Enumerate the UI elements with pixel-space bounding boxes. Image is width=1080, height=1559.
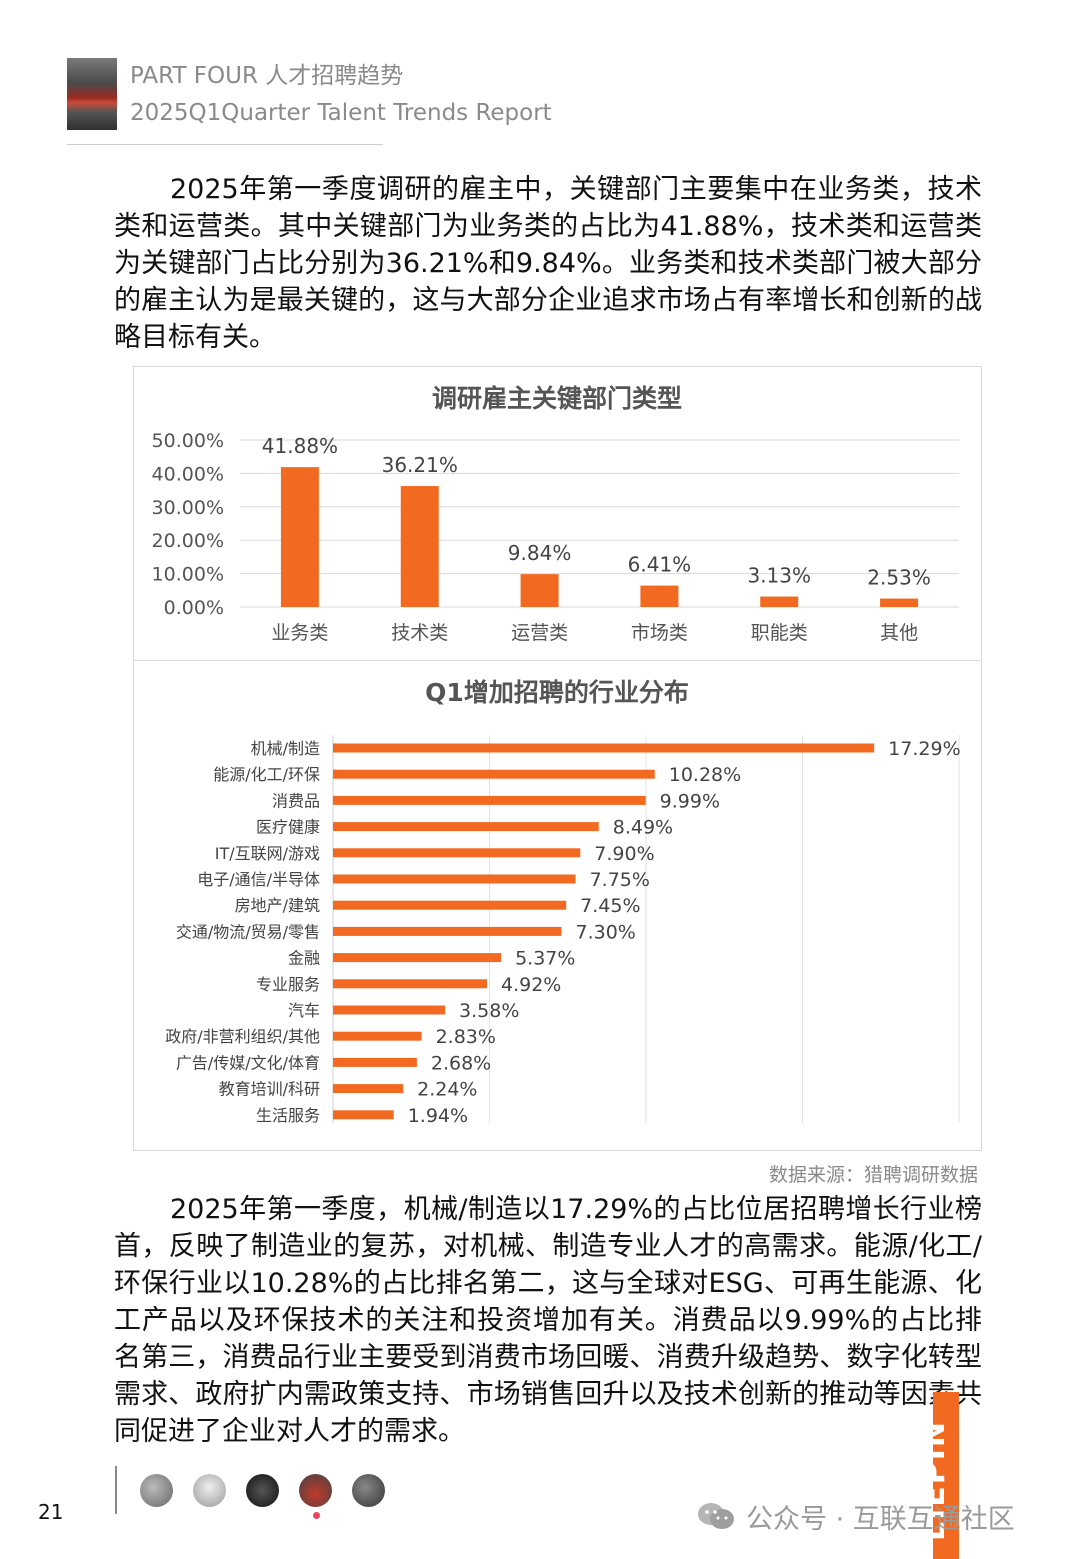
bar	[333, 1057, 417, 1067]
y-tick-label: 10.00%	[152, 564, 224, 586]
bar	[333, 1005, 446, 1015]
bar	[333, 743, 875, 753]
y-tick-label: IT/互联网/游戏	[215, 844, 320, 863]
bar	[333, 926, 562, 936]
y-tick-label: 50.00%	[152, 430, 224, 452]
y-tick-label: 医疗健康	[256, 818, 320, 837]
y-tick-label: 专业服务	[256, 975, 320, 994]
data-label: 4.92%	[501, 974, 561, 996]
y-tick-label: 20.00%	[152, 530, 224, 552]
report-title: 2025Q1Quarter Talent Trends Report	[130, 100, 552, 126]
chart-divider	[133, 660, 982, 661]
y-tick-label: 政府/非营利组织/其他	[165, 1027, 320, 1046]
bar	[760, 596, 799, 607]
bar	[333, 979, 487, 989]
bar	[333, 848, 581, 858]
y-tick-label: 交通/物流/贸易/零售	[176, 922, 320, 941]
x-tick-label: 技术类	[391, 622, 448, 644]
data-label: 2.53%	[867, 566, 931, 590]
header-thumbnail-image	[67, 58, 117, 130]
data-label: 2.24%	[417, 1079, 477, 1101]
bar	[333, 874, 576, 884]
x-tick-label: 市场类	[631, 622, 688, 644]
x-tick-label: 职能类	[751, 622, 808, 644]
data-source-note: 数据来源：猎聘调研数据	[768, 1164, 978, 1186]
data-label: 2.83%	[436, 1026, 496, 1048]
data-label: 1.94%	[408, 1105, 468, 1127]
departments-bar-chart: 调研雇主关键部门类型 0.00% 10.00% 20.00% 30.00% 40.00% 5…	[152, 384, 959, 644]
watermark-text: 公众号 · 互联互通社区	[746, 1504, 1015, 1535]
data-label: 3.58%	[459, 1000, 519, 1022]
bar	[333, 953, 502, 963]
y-tick-label: 电子/通信/半导体	[197, 870, 320, 889]
analysis-paragraph: 2025年第一季度，机械/制造以17.29%的占比位居招聘增长行业榜首，反映了制…	[114, 1194, 982, 1447]
active-page-dot	[313, 1512, 320, 1519]
footer-photo-circle	[299, 1474, 332, 1507]
y-tick-label: 消费品	[272, 791, 320, 810]
bar	[333, 1031, 422, 1041]
header-divider	[67, 144, 383, 145]
bar	[880, 598, 919, 607]
y-tick-label: 40.00%	[152, 463, 224, 485]
x-tick-label: 业务类	[271, 622, 328, 644]
brand-bar	[933, 1392, 959, 1559]
footer-photo-circle	[246, 1474, 279, 1507]
bar	[640, 585, 679, 607]
data-label: 9.99%	[660, 790, 720, 812]
bar	[333, 795, 646, 805]
y-tick-label: 教育培训/科研	[219, 1080, 320, 1099]
y-tick-label: 30.00%	[152, 497, 224, 519]
wechat-icon	[698, 1503, 734, 1529]
x-tick-label: 运营类	[511, 622, 568, 644]
footer-photo-circle	[352, 1474, 385, 1507]
data-label: 7.75%	[590, 869, 650, 891]
page-number: 21	[38, 1500, 64, 1524]
bar	[333, 769, 655, 779]
data-label: 7.90%	[594, 843, 654, 865]
chart-title: 调研雇主关键部门类型	[432, 384, 682, 413]
data-label: 3.13%	[747, 564, 811, 588]
bar	[333, 1110, 394, 1120]
bar	[333, 900, 567, 910]
y-tick-label: 广告/传媒/文化/体育	[176, 1053, 320, 1072]
data-label: 7.45%	[580, 895, 640, 917]
intro-paragraph: 2025年第一季度调研的雇主中，关键部门主要集中在业务类，技术类和运营类。其中关…	[114, 174, 982, 353]
part-title: PART FOUR 人才招聘趋势	[130, 63, 404, 89]
data-label: 10.28%	[669, 764, 741, 786]
bar	[333, 1084, 404, 1094]
data-label: 9.84%	[508, 541, 572, 565]
bar	[333, 822, 599, 832]
data-label: 8.49%	[613, 817, 673, 839]
data-label: 2.68%	[431, 1052, 491, 1074]
footer-photo-circle	[193, 1474, 226, 1507]
chart-frame	[133, 366, 982, 1151]
y-tick-label: 0.00%	[164, 597, 224, 619]
chart-title: Q1增加招聘的行业分布	[425, 678, 689, 707]
footer-divider	[115, 1466, 117, 1514]
data-label: 41.88%	[262, 434, 338, 458]
y-tick-label: 机械/制造	[251, 739, 320, 758]
data-label: 6.41%	[628, 553, 692, 577]
bar	[280, 467, 319, 607]
data-label: 7.30%	[575, 921, 635, 943]
y-tick-label: 房地产/建筑	[235, 896, 320, 915]
footer-photo-circle	[140, 1474, 173, 1507]
y-tick-label: 能源/化工/环保	[213, 765, 320, 784]
data-label: 5.37%	[515, 948, 575, 970]
data-label: 17.29%	[888, 738, 960, 760]
y-tick-label: 生活服务	[256, 1106, 320, 1125]
bar	[400, 486, 439, 607]
data-label: 36.21%	[382, 453, 458, 477]
bar	[520, 574, 559, 607]
y-tick-label: 汽车	[288, 1001, 320, 1020]
y-tick-label: 金融	[288, 949, 320, 968]
x-tick-label: 其他	[880, 622, 918, 644]
